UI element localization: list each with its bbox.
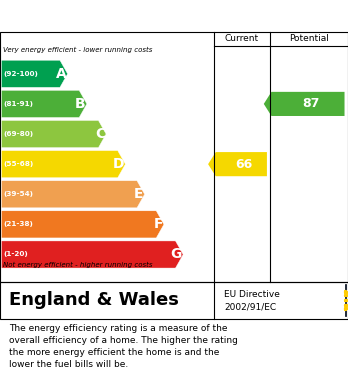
Text: Current: Current bbox=[225, 34, 259, 43]
Bar bbox=[345, 285, 346, 316]
Text: A: A bbox=[56, 67, 66, 81]
Polygon shape bbox=[1, 60, 68, 87]
Text: Very energy efficient - lower running costs: Very energy efficient - lower running co… bbox=[3, 47, 153, 53]
Text: F: F bbox=[153, 217, 163, 231]
Text: EU Directive: EU Directive bbox=[224, 290, 280, 299]
Text: 87: 87 bbox=[302, 97, 319, 110]
Text: E: E bbox=[134, 187, 144, 201]
Text: G: G bbox=[171, 248, 182, 262]
Text: 66: 66 bbox=[236, 158, 253, 170]
Text: Energy Efficiency Rating: Energy Efficiency Rating bbox=[10, 9, 220, 23]
Polygon shape bbox=[1, 120, 106, 147]
Text: (55-68): (55-68) bbox=[3, 161, 34, 167]
Text: (39-54): (39-54) bbox=[3, 191, 33, 197]
Text: 2002/91/EC: 2002/91/EC bbox=[224, 302, 277, 311]
Polygon shape bbox=[208, 152, 267, 176]
Text: (81-91): (81-91) bbox=[3, 101, 33, 107]
Text: The energy efficiency rating is a measure of the
overall efficiency of a home. T: The energy efficiency rating is a measur… bbox=[9, 325, 238, 369]
Text: D: D bbox=[113, 157, 124, 171]
Text: B: B bbox=[75, 97, 86, 111]
Polygon shape bbox=[1, 211, 164, 238]
Text: (1-20): (1-20) bbox=[3, 251, 28, 258]
Text: (92-100): (92-100) bbox=[3, 71, 38, 77]
Polygon shape bbox=[1, 151, 125, 178]
Polygon shape bbox=[1, 241, 183, 268]
Text: England & Wales: England & Wales bbox=[9, 291, 179, 309]
Polygon shape bbox=[1, 181, 145, 208]
Text: (21-38): (21-38) bbox=[3, 221, 33, 228]
Text: Not energy efficient - higher running costs: Not energy efficient - higher running co… bbox=[3, 262, 153, 268]
Polygon shape bbox=[264, 92, 345, 116]
Text: (69-80): (69-80) bbox=[3, 131, 34, 137]
Text: C: C bbox=[95, 127, 105, 141]
Text: Potential: Potential bbox=[289, 34, 329, 43]
Polygon shape bbox=[1, 90, 87, 117]
